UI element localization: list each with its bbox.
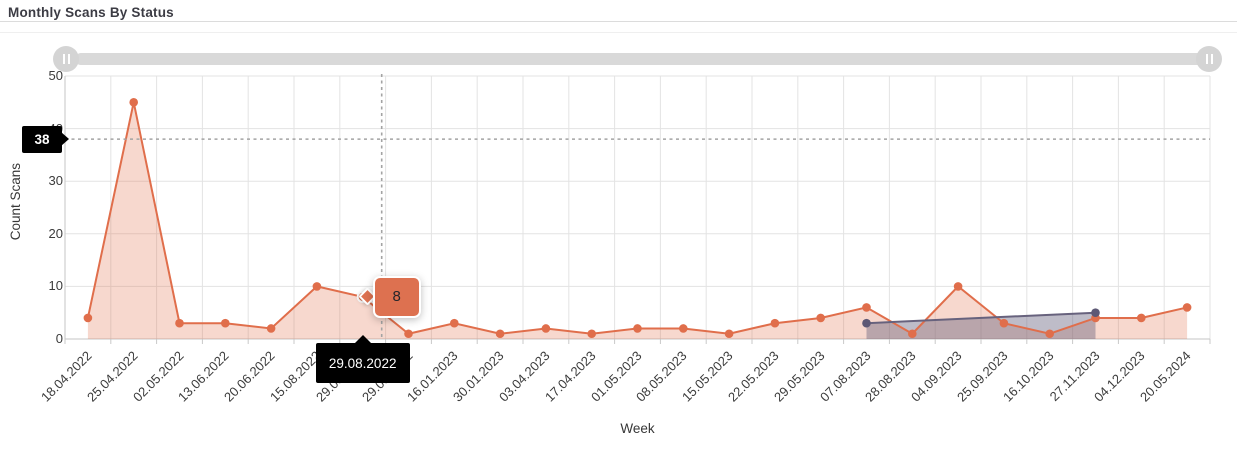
y-axis-label: 0 xyxy=(55,331,63,346)
chart-plot-area[interactable] xyxy=(0,33,1237,474)
x-axis-title: Week xyxy=(620,421,655,436)
x-axis-pointer-label: 29.08.2022 xyxy=(315,343,410,383)
y-axis-label: 20 xyxy=(48,225,63,241)
y-axis-label: 30 xyxy=(48,173,63,189)
slider-right-handle-icon[interactable] xyxy=(1196,46,1222,72)
tooltip-value: 8 xyxy=(372,275,421,318)
y-axis-pointer-label: 38 xyxy=(22,125,62,153)
y-axis-title: Count Scans xyxy=(8,162,23,240)
page-title: Monthly Scans By Status xyxy=(8,5,174,20)
y-axis-label: 50 xyxy=(48,68,63,83)
y-axis-label: 10 xyxy=(48,278,63,294)
slider-left-handle-icon[interactable] xyxy=(53,46,79,72)
x-axis-pointer-caret-icon xyxy=(354,327,371,343)
data-zoom-slider[interactable] xyxy=(75,53,1209,65)
chart-card: 01020304050 18.04.202225.04.202202.05.20… xyxy=(0,32,1237,474)
y-axis-pointer-caret-icon xyxy=(61,132,76,147)
panel-header: Monthly Scans By Status xyxy=(0,0,1237,22)
